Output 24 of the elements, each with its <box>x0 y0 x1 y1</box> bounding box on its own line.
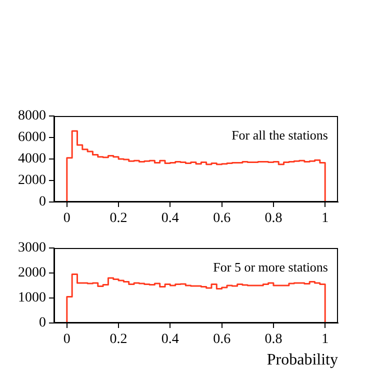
annotation: For 5 or more stations <box>213 259 328 274</box>
x-tick-label: 0.4 <box>161 332 179 348</box>
y-tick-label: 1000 <box>18 290 46 306</box>
y-tick-label: 0 <box>39 316 46 331</box>
x-tick-label: 0.8 <box>264 332 282 348</box>
y-tick-label: 4000 <box>18 152 46 167</box>
annotation: For all the stations <box>232 127 328 142</box>
x-tick-label: 0.8 <box>264 211 282 226</box>
y-tick-label: 2000 <box>18 266 46 281</box>
x-tick-label: 0 <box>63 211 70 226</box>
x-tick-label: 0.6 <box>213 211 231 226</box>
y-tick-label: 6000 <box>18 130 46 146</box>
x-tick-label: 0.2 <box>110 211 128 226</box>
x-tick-label: 0.6 <box>213 332 231 348</box>
x-tick-label: 0.4 <box>161 211 179 226</box>
y-tick-label: 0 <box>39 194 46 210</box>
x-tick-label: 0 <box>63 332 70 348</box>
x-tick-label: 1 <box>322 332 329 348</box>
x-axis-title: Probability <box>266 352 338 369</box>
y-tick-label: 8000 <box>18 108 46 124</box>
x-tick-label: 0.2 <box>110 332 128 348</box>
x-tick-label: 1 <box>322 211 329 226</box>
y-tick-label: 2000 <box>18 173 46 188</box>
y-tick-label: 3000 <box>18 240 46 256</box>
